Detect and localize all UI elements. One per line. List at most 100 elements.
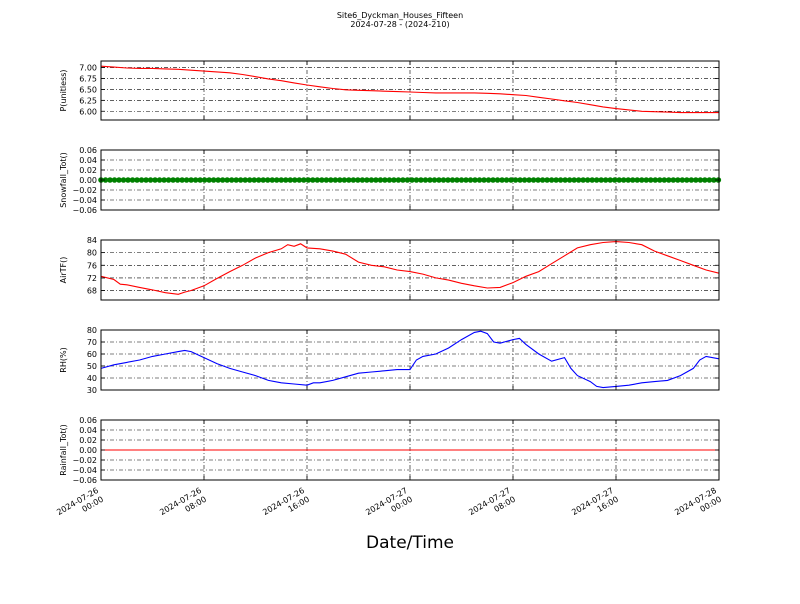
data-point <box>607 177 614 183</box>
data-point <box>693 177 699 183</box>
y-tick-label: 0.06 <box>79 146 97 155</box>
data-point <box>553 177 559 183</box>
y-tick-label: 84 <box>87 236 97 245</box>
data-point <box>422 177 429 183</box>
y-tick-label: 80 <box>87 326 97 335</box>
y-tick-label: 6.25 <box>79 96 97 105</box>
y-tick-label: 0.02 <box>79 436 97 445</box>
y-tick-label: 6.75 <box>79 74 97 83</box>
y-tick-label: 0.00 <box>79 176 97 185</box>
data-point <box>702 177 708 183</box>
data-point <box>147 177 154 183</box>
y-axis-label: Rainfall_Tot() <box>59 424 68 476</box>
data-point <box>215 177 221 183</box>
data-point <box>625 177 632 183</box>
y-tick-label: −0.02 <box>72 186 97 195</box>
data-point <box>652 177 659 183</box>
y-axis-label: Snowfall_Tot() <box>59 152 68 208</box>
y-tick-label: −0.06 <box>72 206 97 215</box>
data-point <box>269 177 276 183</box>
data-point <box>684 177 690 183</box>
data-point <box>521 177 528 183</box>
y-tick-label: 6.00 <box>79 107 97 116</box>
data-point <box>377 177 384 183</box>
y-tick-label: 50 <box>87 362 97 371</box>
data-point <box>161 177 167 183</box>
data-point <box>337 177 343 183</box>
y-tick-label: 30 <box>87 386 97 395</box>
data-point <box>305 177 312 183</box>
data-point <box>548 177 555 183</box>
subplot-4: 30 40 50 60 70 80 RH(%) <box>59 326 720 395</box>
data-point <box>571 177 577 183</box>
y-tick-label: 76 <box>87 261 97 270</box>
data-point <box>557 177 564 183</box>
data-point <box>197 177 203 183</box>
data-point <box>530 177 537 183</box>
subplot-5: −0.06−0.04−0.020.000.020.040.06 Rainfall_… <box>59 416 720 485</box>
data-point <box>224 177 230 183</box>
data-point <box>111 177 118 183</box>
data-point <box>490 177 496 183</box>
y-tick-label: −0.02 <box>72 456 97 465</box>
data-point <box>602 177 609 183</box>
data-point <box>116 177 122 183</box>
data-point <box>319 177 325 183</box>
x-axis-label: Date/Time <box>366 533 454 553</box>
y-tick-label: 80 <box>87 249 97 258</box>
data-point <box>156 177 163 183</box>
data-point <box>584 177 591 183</box>
data-point <box>643 177 650 183</box>
subplot-2: −0.06−0.04−0.020.000.020.040.06 Snowfall_… <box>59 146 722 215</box>
data-point <box>499 177 505 183</box>
data-point <box>395 177 402 183</box>
data-point <box>638 177 645 183</box>
y-tick-label: 0.02 <box>79 166 97 175</box>
y-tick-label: −0.04 <box>72 466 97 475</box>
data-point <box>359 177 366 183</box>
data-point <box>129 177 136 183</box>
data-point <box>391 177 397 183</box>
chart-title: Site6_Dyckman_Houses_Fifteen <box>336 11 464 20</box>
series-line <box>100 330 720 389</box>
x-tick-label: 2024-07-2800:00 <box>673 486 723 526</box>
data-point <box>616 177 623 183</box>
y-tick-label: −0.06 <box>72 476 97 485</box>
data-point <box>535 177 541 183</box>
data-point <box>526 177 532 183</box>
data-point <box>350 177 357 183</box>
data-point <box>386 177 393 183</box>
data-point <box>183 177 190 183</box>
data-point <box>566 177 573 183</box>
data-point <box>508 177 514 183</box>
data-point <box>431 177 438 183</box>
data-point <box>688 177 695 183</box>
data-point <box>228 177 235 183</box>
subplot-1: 6.00 6.25 6.50 6.757.00 P(unitless) <box>59 60 720 121</box>
data-point <box>458 177 465 183</box>
data-point <box>328 177 334 183</box>
data-point <box>589 177 595 183</box>
y-tick-label: 0.06 <box>79 416 97 425</box>
data-point <box>174 177 181 183</box>
data-point <box>382 177 388 183</box>
data-point <box>472 177 478 183</box>
data-point <box>679 177 686 183</box>
data-point <box>323 177 330 183</box>
data-point <box>192 177 199 183</box>
y-tick-label: 0.04 <box>79 156 97 165</box>
y-tick-label: 7.00 <box>79 64 97 73</box>
data-point <box>237 177 244 183</box>
data-point <box>332 177 339 183</box>
data-point <box>400 177 406 183</box>
data-point <box>656 177 663 183</box>
data-point <box>278 177 285 183</box>
data-point <box>575 177 582 183</box>
data-point <box>454 177 460 183</box>
data-point <box>512 177 519 183</box>
data-point <box>246 177 253 183</box>
data-point <box>282 177 289 183</box>
x-tick-label: 2024-07-2608:00 <box>158 486 208 526</box>
data-point <box>309 177 316 183</box>
